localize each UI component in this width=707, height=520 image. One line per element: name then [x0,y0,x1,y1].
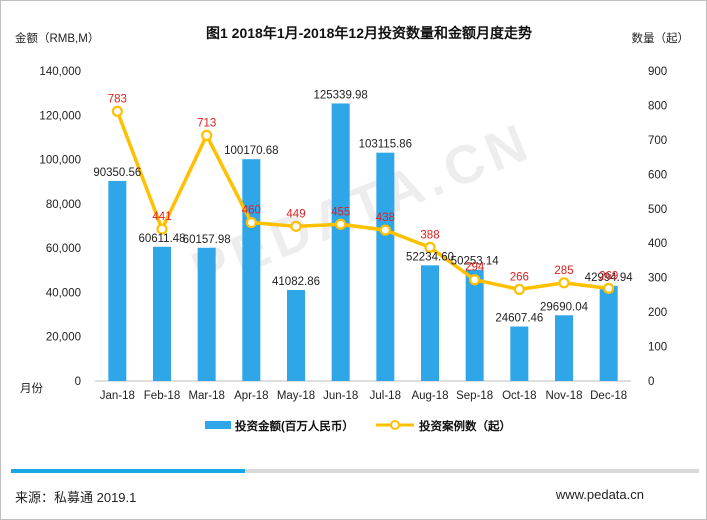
bar [242,159,261,381]
bar-data-label: 103115.86 [359,139,413,151]
line-point [201,129,213,142]
left-tick-label: 20,000 [46,332,81,344]
bar [287,290,305,381]
line-point [245,216,257,229]
x-tick-label: Sep-18 [456,390,493,402]
bar-data-label: 29690.04 [540,301,589,313]
bar-data-label: 60611.48 [138,233,185,245]
bar [421,265,439,381]
line-data-label: 441 [152,211,171,223]
right-tick-label: 500 [648,204,667,216]
line-data-label: 713 [197,117,216,129]
x-tick-label: Aug-18 [411,390,448,402]
legend-bar-label: 投资金额(百万人民币） [235,419,354,433]
line-data-label: 455 [331,206,350,218]
line-data-label: 285 [554,265,573,277]
x-tick-label: Feb-18 [144,390,180,402]
bar-data-label: 52234.60 [406,251,454,263]
x-tick-label: Mar-18 [188,390,224,402]
x-tick-label: Nov-18 [545,390,582,402]
bar-data-label: 90350.56 [93,167,141,179]
bar [465,269,484,381]
left-tick-label: 140,000 [39,66,81,78]
right-tick-label: 600 [648,169,667,181]
line-data-label: 294 [465,262,485,274]
progress-track [11,469,699,473]
line-data-label: 266 [510,271,529,283]
bar-data-label: 100170.68 [224,145,278,157]
x-tick-label: Jun-18 [323,390,358,402]
bar [197,247,216,381]
x-tick-label: Jan-18 [100,390,135,402]
bar [108,180,127,381]
bar-data-label: 60157.98 [183,234,231,246]
left-tick-label: 120,000 [39,110,81,122]
legend: 投资金额(百万人民币） 投资案例数（起） [205,419,511,433]
line-data-label: 269 [599,270,618,282]
line-point [558,277,570,289]
right-tick-label: 700 [648,135,667,147]
right-tick-label: 200 [648,307,667,319]
right-axis-label: 数量（起） [632,31,690,45]
line-point [335,218,347,230]
left-tick-label: 40,000 [46,287,81,299]
chart-title: 图1 2018年1月-2018年12月投资数量和金额月度走势 [206,25,532,41]
legend-line-label: 投资案例数（起） [419,419,511,433]
legend-line-marker [390,420,400,430]
progress-fill [11,469,245,473]
bar-data-label: 24607.46 [495,313,543,325]
source-note: 来源：私募通 2019.1 [15,490,137,505]
x-tick-label: Apr-18 [234,390,269,402]
line-point [290,220,302,232]
bar [331,103,350,381]
line-data-label: 783 [108,93,127,105]
bar-data-label: 50253.14 [451,256,500,268]
left-tick-label: 60,000 [46,243,81,255]
right-tick-label: 0 [648,376,654,388]
bar-data-label: 42994.94 [585,272,634,284]
x-tick-label: Jul-18 [370,390,401,402]
line-point [603,282,615,294]
right-tick-label: 900 [648,66,667,78]
left-tick-label: 0 [75,376,81,388]
bar [376,152,395,381]
site-url: www.pedata.cn [555,487,644,502]
right-tick-label: 400 [648,238,667,250]
line-point [156,223,168,235]
bar-data-label: 125339.98 [313,89,367,101]
bar [510,326,529,381]
bar [555,315,573,381]
line-data-label: 388 [420,229,439,241]
left-tick-label: 80,000 [46,199,81,211]
right-tick-label: 800 [648,100,667,112]
right-tick-label: 100 [648,342,667,354]
line-data-label: 449 [286,208,305,220]
x-tick-label: May-18 [277,390,315,402]
right-tick-label: 300 [648,273,667,285]
x-tick-label: Oct-18 [502,390,537,402]
bar [599,285,618,381]
line-series [115,110,609,292]
left-tick-label: 100,000 [39,155,81,167]
line-point [513,283,525,295]
line-data-label: 438 [376,212,395,224]
x-axis-label: 月份 [20,382,43,395]
x-tick-label: Dec-18 [590,390,627,402]
plot-area: 0 20,000 40,000 60,000 80,000 100,000 120,000 1… [39,66,667,402]
line-point [379,224,391,236]
left-axis-label: 金额（RMB,M） [15,31,99,45]
bar [153,246,171,381]
line-point [111,105,123,117]
line-point [469,274,481,286]
legend-bar-swatch [205,421,231,429]
bar-data-label: 41082.86 [272,276,320,288]
line-data-label: 460 [242,205,261,217]
line-point [424,241,436,253]
